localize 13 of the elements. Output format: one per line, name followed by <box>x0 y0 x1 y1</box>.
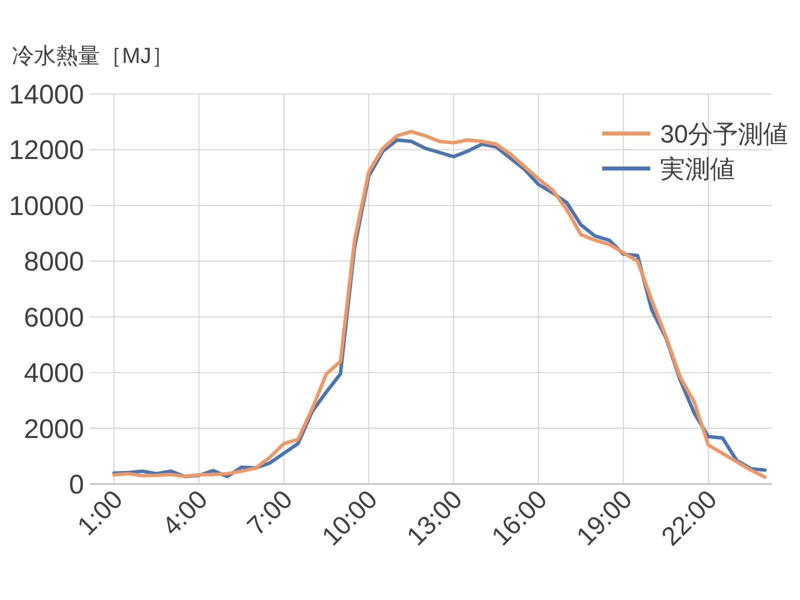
ytick-label: 12000 <box>8 135 84 166</box>
ytick-label: 6000 <box>24 302 84 332</box>
ylabel: 冷水熱量［MJ］ <box>12 43 174 68</box>
ytick-label: 14000 <box>8 80 84 110</box>
ytick-label: 10000 <box>8 190 84 221</box>
xtick-label: 7:00 <box>241 484 298 542</box>
legend-label: 実測値 <box>660 156 736 184</box>
ytick-label: 2000 <box>24 414 84 444</box>
ytick-label: 4000 <box>24 358 84 388</box>
legend-label: 30分予測値 <box>660 120 788 148</box>
ytick-label: 0 <box>68 470 84 500</box>
xtick-label: 4:00 <box>156 484 214 542</box>
ytick-label: 8000 <box>24 246 84 277</box>
